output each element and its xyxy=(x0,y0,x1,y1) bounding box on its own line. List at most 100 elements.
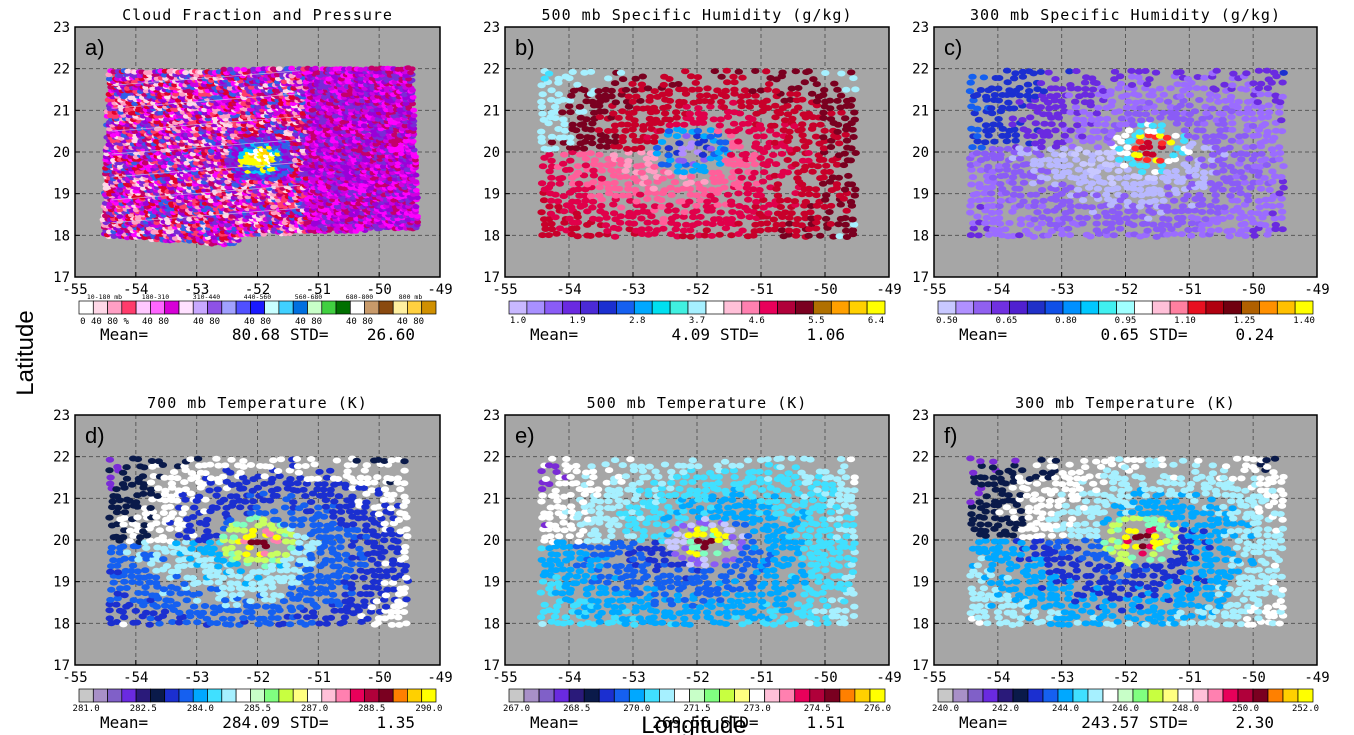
data-point xyxy=(686,233,696,240)
data-point xyxy=(849,221,859,228)
data-point xyxy=(116,214,124,219)
data-point xyxy=(716,209,725,216)
data-point xyxy=(672,221,682,228)
data-point xyxy=(600,210,610,217)
data-point xyxy=(797,222,806,229)
data-point xyxy=(288,65,295,71)
data-point xyxy=(702,227,711,234)
data-point xyxy=(836,201,845,208)
data-point xyxy=(207,216,215,222)
data-point xyxy=(288,204,296,210)
data-point xyxy=(347,216,354,222)
colorbar-tick-label: 40 80 xyxy=(193,317,220,327)
data-point xyxy=(142,201,150,206)
data-point xyxy=(102,213,109,219)
colorbar-swatch xyxy=(392,300,408,315)
data-point xyxy=(762,220,772,227)
y-tick-label: 23 xyxy=(53,20,70,36)
colorbar: 10-180 mb 180-310 310-440 440-560 560-680 680… xyxy=(78,293,437,327)
std-label: STD= xyxy=(290,325,329,344)
colorbar-swatch xyxy=(235,300,251,315)
data-point xyxy=(573,198,582,205)
data-point xyxy=(659,225,668,232)
data-point xyxy=(636,191,645,198)
data-point xyxy=(735,210,744,217)
data-point xyxy=(685,198,694,205)
data-point xyxy=(826,221,835,227)
mean-label: Mean= xyxy=(100,325,148,344)
data-point xyxy=(727,232,736,239)
data-point xyxy=(790,198,799,205)
data-point xyxy=(594,231,604,238)
y-tick-label: 20 xyxy=(53,145,70,161)
data-point xyxy=(303,207,311,213)
data-point xyxy=(186,216,194,222)
data-point xyxy=(793,216,802,222)
data-point xyxy=(414,219,422,225)
data-point xyxy=(651,219,660,226)
data-point xyxy=(176,223,183,228)
colorbar-swatch xyxy=(221,300,237,315)
data-point xyxy=(546,210,556,217)
colorbar-swatch xyxy=(107,300,123,315)
data-point xyxy=(649,185,658,192)
data-point xyxy=(269,66,277,72)
data-point xyxy=(408,66,416,72)
data-point xyxy=(412,204,420,210)
data-point xyxy=(116,229,124,235)
colorbar-group-label: 800 mb xyxy=(399,293,423,301)
colorbar-swatch xyxy=(78,300,94,315)
data-point xyxy=(360,123,368,129)
data-point xyxy=(773,210,783,217)
data-point xyxy=(787,210,796,217)
y-axis-label: Latitude xyxy=(12,310,39,395)
data-point xyxy=(671,213,681,220)
data-point xyxy=(728,209,737,215)
data-point xyxy=(222,213,230,219)
data-point xyxy=(741,204,750,211)
data-point xyxy=(586,193,596,200)
data-point xyxy=(804,232,813,239)
data-point xyxy=(625,209,634,216)
data-point xyxy=(801,198,811,205)
data-point xyxy=(609,201,618,208)
colorbar-swatch xyxy=(321,300,337,315)
colorbar-group-label: 440-560 xyxy=(244,293,271,301)
data-point xyxy=(685,186,695,192)
data-point xyxy=(846,198,856,205)
data-point xyxy=(726,198,736,205)
colorbar-swatch xyxy=(178,300,194,315)
data-point xyxy=(643,196,652,202)
data-point xyxy=(667,192,676,198)
colorbar-swatch xyxy=(349,300,365,315)
data-point xyxy=(696,197,705,204)
data-point xyxy=(171,235,179,241)
data-point xyxy=(182,70,190,76)
std-value: 26.60 xyxy=(367,325,415,344)
data-point xyxy=(573,233,582,240)
data-points xyxy=(99,65,422,248)
data-point xyxy=(638,203,648,210)
colorbar-swatch xyxy=(164,300,180,315)
data-point xyxy=(692,207,701,214)
data-point xyxy=(404,217,412,223)
colorbar-swatch xyxy=(250,300,266,315)
colorbar-swatch xyxy=(335,300,351,315)
data-point xyxy=(841,221,850,228)
data-point xyxy=(643,219,652,226)
data-point xyxy=(594,216,604,223)
data-point xyxy=(572,225,581,232)
data-point xyxy=(614,185,624,192)
data-point xyxy=(692,202,701,209)
data-point xyxy=(553,198,563,205)
data-point xyxy=(545,203,554,210)
data-point xyxy=(693,220,703,227)
data-point xyxy=(792,228,801,234)
data-point xyxy=(756,227,765,234)
data-point xyxy=(664,207,673,214)
y-tick-label: 19 xyxy=(53,187,70,203)
data-point xyxy=(848,216,857,223)
data-point xyxy=(240,67,248,73)
